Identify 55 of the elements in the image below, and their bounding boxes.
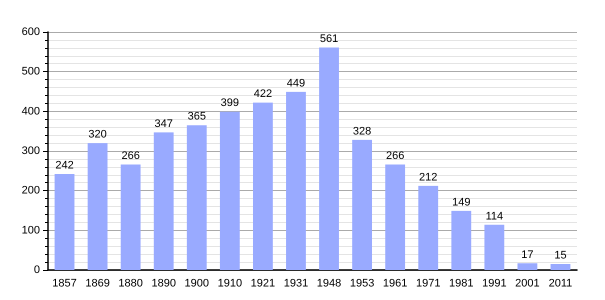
data-label: 328	[352, 125, 372, 138]
bar	[286, 92, 306, 270]
x-tick-label: 1900	[184, 278, 210, 290]
data-label: 266	[121, 150, 140, 162]
bar	[252, 102, 273, 270]
y-tick-label: 600	[22, 26, 40, 38]
y-tick-label: 100	[22, 224, 40, 236]
bar	[484, 224, 504, 270]
data-label: 365	[188, 110, 206, 123]
bar	[88, 143, 108, 270]
data-label: 561	[320, 32, 338, 45]
data-label: 17	[521, 248, 534, 261]
bar	[385, 164, 406, 270]
x-tick-label: 1890	[151, 278, 176, 290]
bar	[517, 263, 538, 270]
bar	[154, 132, 174, 270]
x-tick-label: 1880	[118, 278, 143, 290]
bar	[319, 47, 339, 270]
x-tick-label: 1991	[482, 278, 507, 290]
bar	[418, 186, 438, 270]
x-tick-label: 1910	[218, 278, 242, 290]
x-tick-label: 1948	[316, 278, 342, 290]
x-tick-label: 2001	[515, 278, 540, 290]
x-tick-label: 1961	[382, 278, 408, 290]
data-label: 320	[88, 128, 107, 141]
y-tick-label: 200	[22, 184, 40, 197]
y-tick-label: 0	[34, 264, 40, 276]
bar	[451, 210, 472, 270]
x-tick-label: 2011	[548, 278, 572, 290]
data-label: 399	[220, 97, 240, 110]
x-tick-label: 1953	[350, 278, 374, 290]
data-label: 212	[419, 171, 438, 184]
x-tick-label: 1981	[449, 278, 474, 290]
bar	[54, 174, 74, 270]
x-tick-label: 1931	[284, 278, 308, 290]
y-tick-label: 300	[22, 145, 40, 157]
data-label: 114	[486, 210, 504, 222]
y-tick-label: 400	[22, 105, 40, 118]
bar	[220, 112, 240, 270]
x-tick-label: 1971	[416, 278, 440, 290]
data-label: 422	[254, 88, 272, 100]
bar	[352, 140, 372, 270]
data-label: 242	[55, 160, 74, 172]
bar	[186, 125, 207, 270]
x-tick-label: 1921	[250, 278, 276, 290]
data-label: 266	[386, 150, 404, 162]
bar	[550, 264, 570, 270]
x-tick-label: 1869	[85, 278, 110, 290]
data-label: 149	[452, 196, 470, 208]
x-tick-label: 1857	[52, 278, 77, 290]
data-label: 449	[286, 77, 306, 90]
y-tick-label: 500	[22, 66, 40, 78]
bar	[120, 164, 141, 270]
data-label: 347	[154, 118, 173, 130]
data-label: 15	[554, 250, 567, 262]
